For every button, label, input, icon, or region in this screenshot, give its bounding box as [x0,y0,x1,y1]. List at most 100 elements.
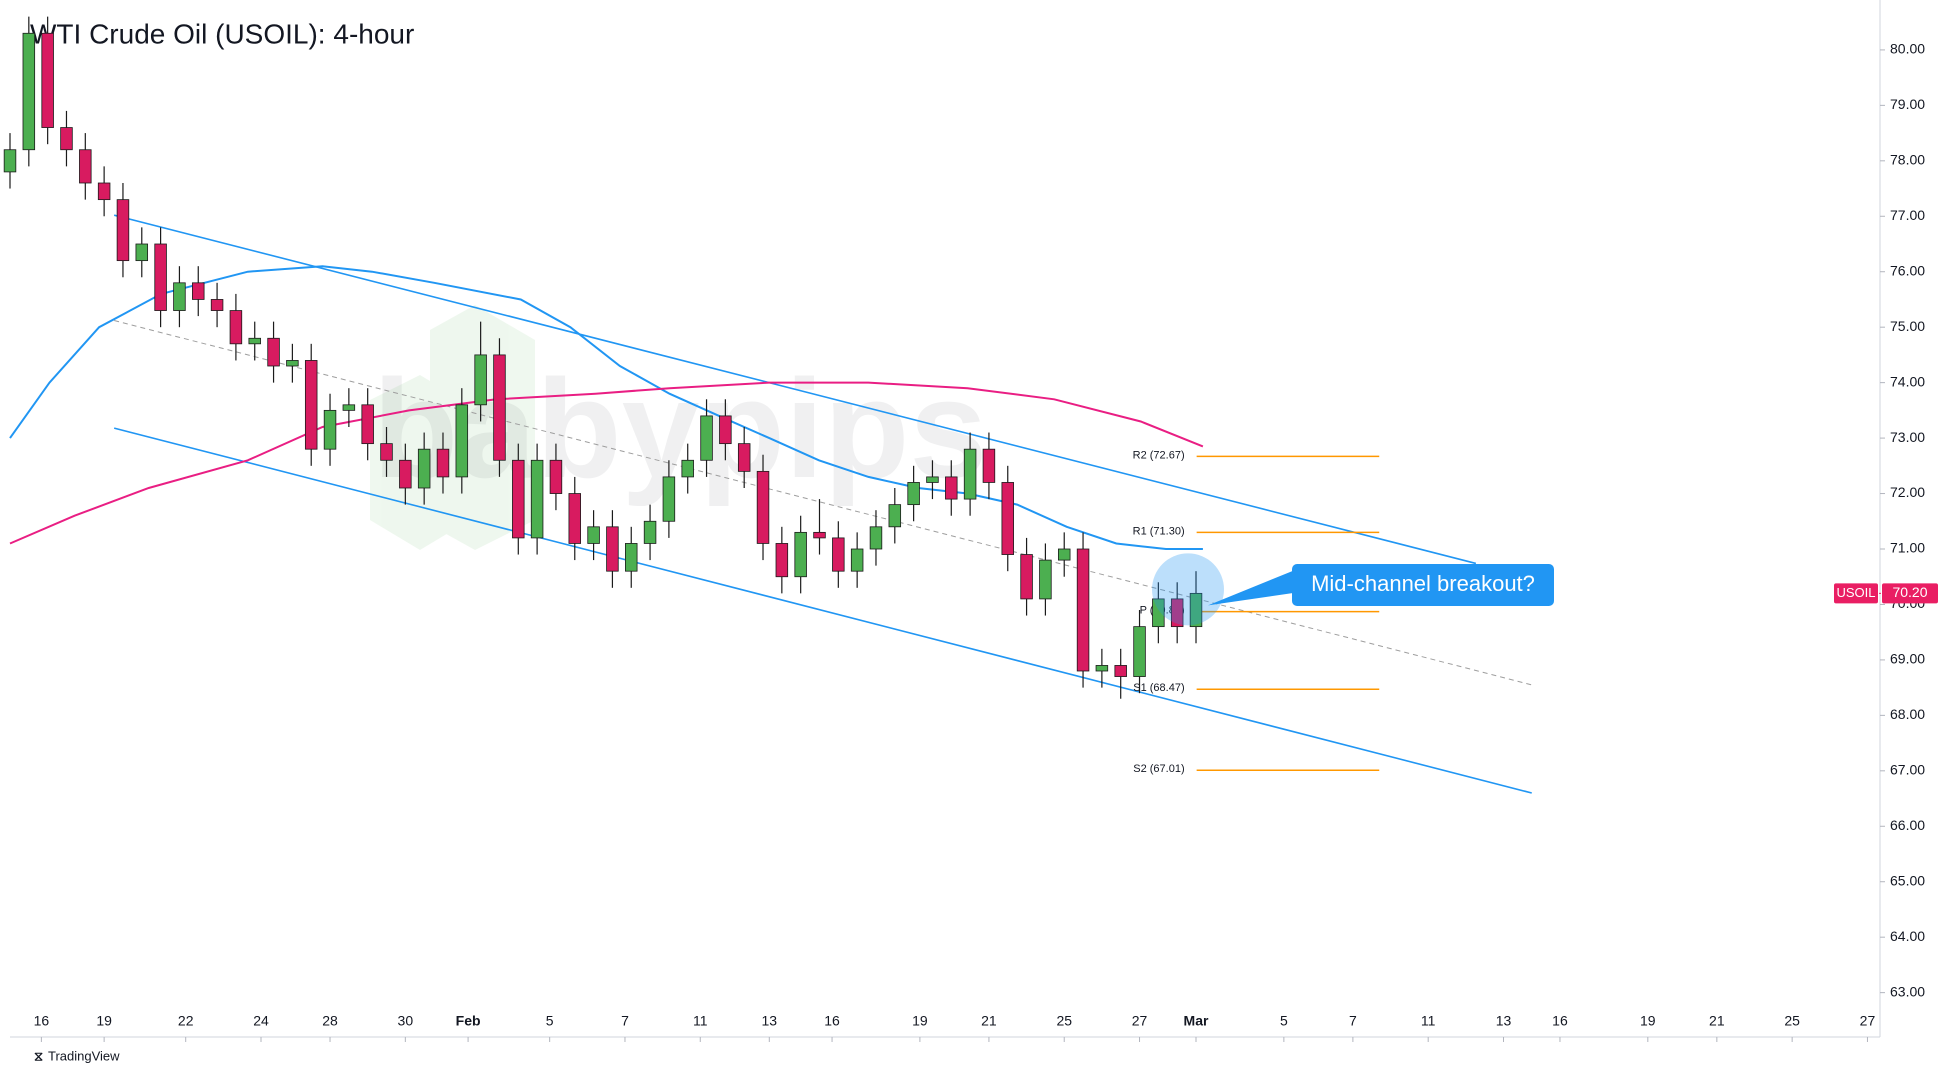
candle-body [455,404,469,478]
y-tick-label: 80.00 [1890,41,1925,57]
mid-channel-line [114,320,1532,686]
x-tick-label: 5 [1280,1013,1288,1029]
y-tick-label: 65.00 [1890,872,1925,888]
y-tick-label: 78.00 [1890,152,1925,168]
y-tick-label: 73.00 [1890,429,1925,445]
x-tick-label: 19 [912,1013,928,1029]
candle-body [304,360,318,450]
x-tick-label: 28 [322,1013,338,1029]
candle-body [737,443,751,472]
x-tick-label: 19 [96,1013,112,1029]
candle-body [1001,482,1014,555]
candle-body [192,282,205,300]
x-tick-label: 5 [546,1013,554,1029]
candle-body [963,448,977,500]
x-tick-label: 22 [178,1013,194,1029]
candle-body [3,149,17,173]
x-tick-label: 16 [824,1013,840,1029]
y-tick-label: 75.00 [1890,318,1925,334]
candle-body [512,459,525,539]
callout-pointer [1208,568,1300,606]
candle-body [154,243,167,311]
candle-body [79,149,92,184]
y-tick-label: 63.00 [1890,983,1925,999]
pivot-label: R2 (72.67) [1133,449,1185,461]
x-tick-label: 24 [253,1013,269,1029]
candle-body [135,243,149,262]
candle-body [323,409,337,450]
channel-line [113,427,1532,794]
candle-body [474,354,487,406]
pivot-label: S1 (68.47) [1133,682,1184,694]
y-tick-label: 64.00 [1890,928,1925,944]
y-tick-label: 67.00 [1890,762,1925,778]
x-tick-label: 13 [1496,1013,1512,1029]
candle-body [568,493,582,544]
x-tick-label: 27 [1132,1013,1148,1029]
x-tick-label: 19 [1640,1013,1656,1029]
candle-body [116,199,130,262]
x-tick-label: 7 [621,1013,629,1029]
moving-average [9,265,1203,550]
y-tick-label: 69.00 [1890,651,1925,667]
x-tick-label: 21 [981,1013,997,1029]
candle-body [813,531,826,539]
x-tick-label: 11 [1421,1013,1436,1029]
candle-body [549,459,563,494]
y-tick-label: 72.00 [1890,484,1925,500]
last-price-tag [1882,583,1938,604]
x-tick-label: 21 [1709,1013,1725,1029]
y-tick-label: 66.00 [1890,817,1925,833]
x-tick-label: 16 [1552,1013,1568,1029]
symbol-tag [1834,583,1878,604]
last-price-label: 70.20 [1892,584,1927,600]
x-tick-label: 13 [762,1013,778,1029]
candle-body [1170,598,1184,628]
channel-line [113,214,1477,565]
moving-average [9,381,1204,545]
candle-body [1039,559,1052,600]
candle-body [662,476,676,522]
y-tick-label: 76.00 [1890,262,1925,278]
candle-body [436,448,450,478]
x-tick-label: 25 [1784,1013,1800,1029]
candle-body [493,354,506,461]
candle-body [267,337,280,367]
candle-body [210,299,224,311]
candle-body [1057,548,1071,561]
x-tick-label: 16 [34,1013,50,1029]
candle-body [248,337,261,345]
watermark-logo [370,305,535,550]
candle-body [907,482,920,506]
candle-body [587,526,600,544]
candle-body [1076,548,1090,672]
candle-body [625,543,638,572]
candle-body [700,415,713,461]
candle-body [399,459,412,489]
candle-body [1189,592,1203,628]
candle-body [850,548,864,572]
candle-body [361,404,374,445]
candle-body [643,520,657,544]
x-tick-label: 30 [398,1013,414,1029]
footer: TradingView [48,1048,120,1063]
candle-body [417,448,431,489]
x-tick-label: Feb [456,1013,481,1029]
candle-body [60,127,73,151]
candle-body [1152,598,1165,628]
candle-body [22,32,36,151]
symbol-tag-label: USOIL [1836,585,1875,600]
candle-body [719,415,732,445]
x-tick-label: 7 [1349,1013,1357,1029]
candle-body [794,531,807,578]
candle-body [756,470,770,544]
candle-body [530,459,544,539]
y-tick-label: 74.00 [1890,373,1925,389]
x-tick-label: 25 [1056,1013,1072,1029]
candle-body [832,537,845,572]
candle-body [1114,665,1127,677]
chart-title: WTI Crude Oil (USOIL): 4-hour [30,18,414,49]
